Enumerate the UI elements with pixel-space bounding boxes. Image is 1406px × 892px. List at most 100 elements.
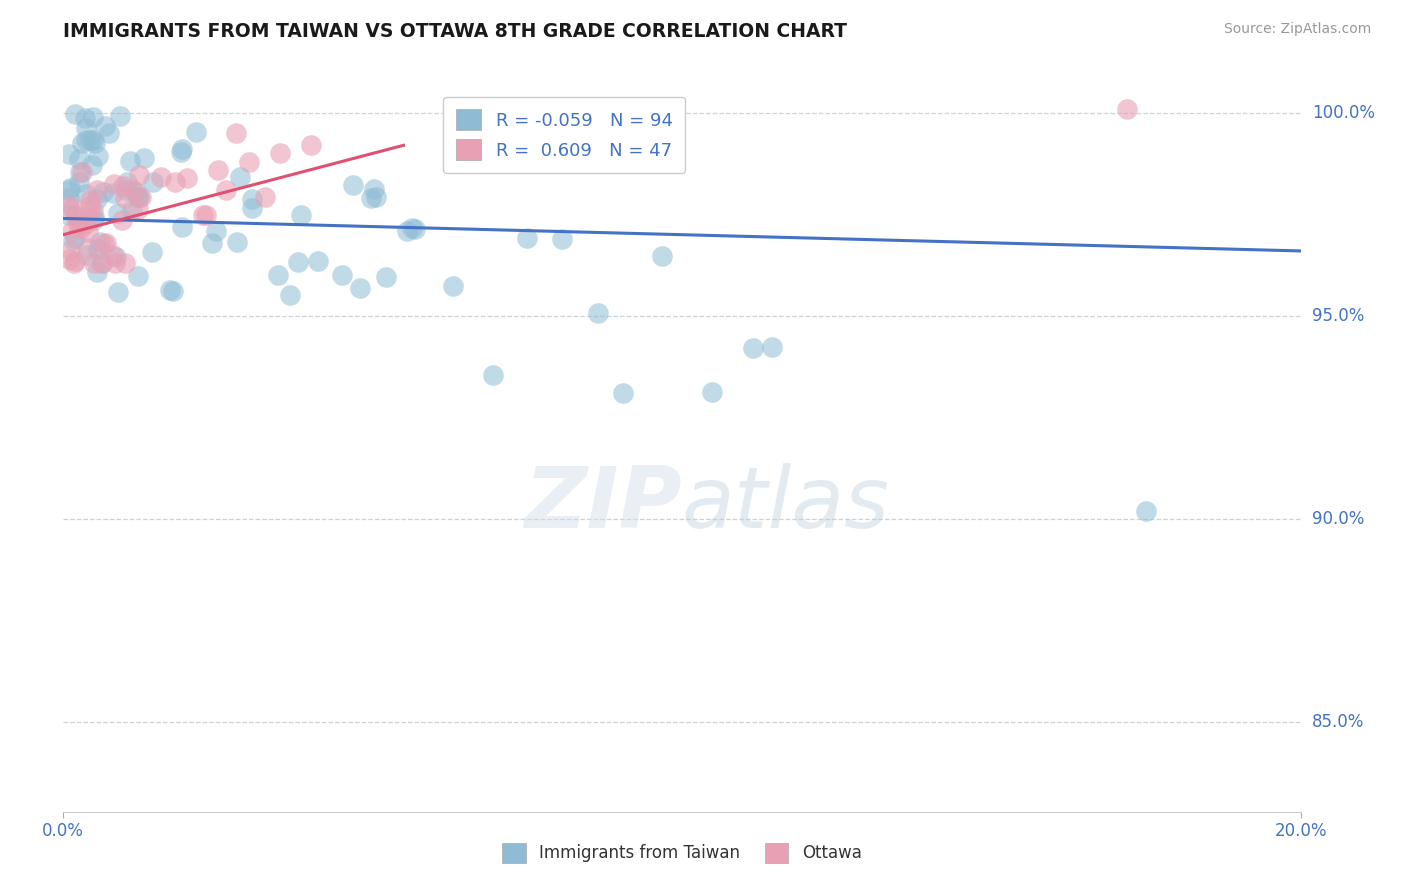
Point xyxy=(651,249,673,263)
Point xyxy=(84,136,107,151)
Point xyxy=(82,132,104,146)
Point xyxy=(59,181,82,195)
Point xyxy=(63,253,86,268)
Point xyxy=(70,136,93,150)
Text: Source: ZipAtlas.com: Source: ZipAtlas.com xyxy=(1223,22,1371,37)
Point xyxy=(287,255,309,269)
Point xyxy=(121,203,143,218)
Text: 100.0%: 100.0% xyxy=(1312,103,1375,122)
Point xyxy=(551,232,574,246)
Point xyxy=(290,208,312,222)
Point xyxy=(86,242,108,256)
Point xyxy=(63,230,86,244)
Point xyxy=(82,110,104,124)
Point xyxy=(89,235,111,249)
Point xyxy=(107,206,129,220)
Point xyxy=(226,235,249,249)
Point xyxy=(299,138,322,153)
Point xyxy=(128,168,150,182)
Text: atlas: atlas xyxy=(682,463,890,546)
Point xyxy=(83,256,105,270)
Point xyxy=(364,190,387,204)
Point xyxy=(103,248,125,262)
Point xyxy=(349,281,371,295)
Point xyxy=(114,191,136,205)
Point xyxy=(330,268,353,282)
Point xyxy=(132,151,155,165)
Point xyxy=(83,213,105,227)
Point xyxy=(176,170,198,185)
Point xyxy=(396,224,419,238)
Point xyxy=(75,186,97,201)
Point xyxy=(588,306,610,320)
Point xyxy=(127,202,149,216)
Point xyxy=(111,213,134,227)
Point xyxy=(374,270,396,285)
Point xyxy=(60,224,83,238)
Point xyxy=(62,201,84,215)
Text: 90.0%: 90.0% xyxy=(1312,510,1364,528)
Point xyxy=(142,176,165,190)
Point xyxy=(700,384,723,399)
Point xyxy=(170,142,193,156)
Point xyxy=(70,220,93,235)
Point xyxy=(115,183,138,197)
Point xyxy=(91,256,114,270)
Point xyxy=(159,283,181,297)
Point xyxy=(404,221,426,235)
Point xyxy=(70,165,93,179)
Point xyxy=(191,208,214,222)
Point xyxy=(65,209,87,223)
Point xyxy=(73,111,96,125)
Point xyxy=(77,210,100,224)
Point xyxy=(363,182,385,196)
Point xyxy=(761,340,783,354)
Point xyxy=(104,256,127,270)
Point xyxy=(515,230,537,244)
Point xyxy=(69,164,91,178)
Point xyxy=(58,191,80,205)
Point xyxy=(62,234,84,248)
Point xyxy=(129,190,152,204)
Point xyxy=(1116,102,1139,116)
Point xyxy=(482,368,505,383)
Point xyxy=(741,341,763,355)
Point xyxy=(103,178,125,192)
Text: ZIP: ZIP xyxy=(524,463,682,546)
Point xyxy=(86,148,108,162)
Point xyxy=(225,126,247,140)
Point xyxy=(240,192,263,206)
Point xyxy=(58,209,80,223)
Point xyxy=(83,210,105,224)
Point xyxy=(111,178,134,193)
Point xyxy=(91,185,114,199)
Text: 85.0%: 85.0% xyxy=(1312,714,1364,731)
Point xyxy=(125,185,148,199)
Point xyxy=(80,158,103,172)
Point xyxy=(108,109,131,123)
Point xyxy=(215,183,238,197)
Point xyxy=(128,190,150,204)
Point xyxy=(1135,504,1157,518)
Point xyxy=(90,256,112,270)
Point xyxy=(86,183,108,197)
Point xyxy=(184,125,207,139)
Point xyxy=(66,217,89,231)
Point xyxy=(67,152,90,166)
Point xyxy=(163,175,186,189)
Point xyxy=(67,175,90,189)
Point xyxy=(75,133,97,147)
Point xyxy=(240,201,263,215)
Point xyxy=(65,211,87,225)
Point xyxy=(107,285,129,299)
Point xyxy=(77,241,100,255)
Point xyxy=(612,385,634,400)
Point xyxy=(360,192,382,206)
Point xyxy=(58,146,80,161)
Point xyxy=(93,237,115,252)
Point xyxy=(121,183,143,197)
Point xyxy=(115,175,138,189)
Point xyxy=(194,208,217,222)
Point xyxy=(342,178,364,192)
Point xyxy=(150,169,173,184)
